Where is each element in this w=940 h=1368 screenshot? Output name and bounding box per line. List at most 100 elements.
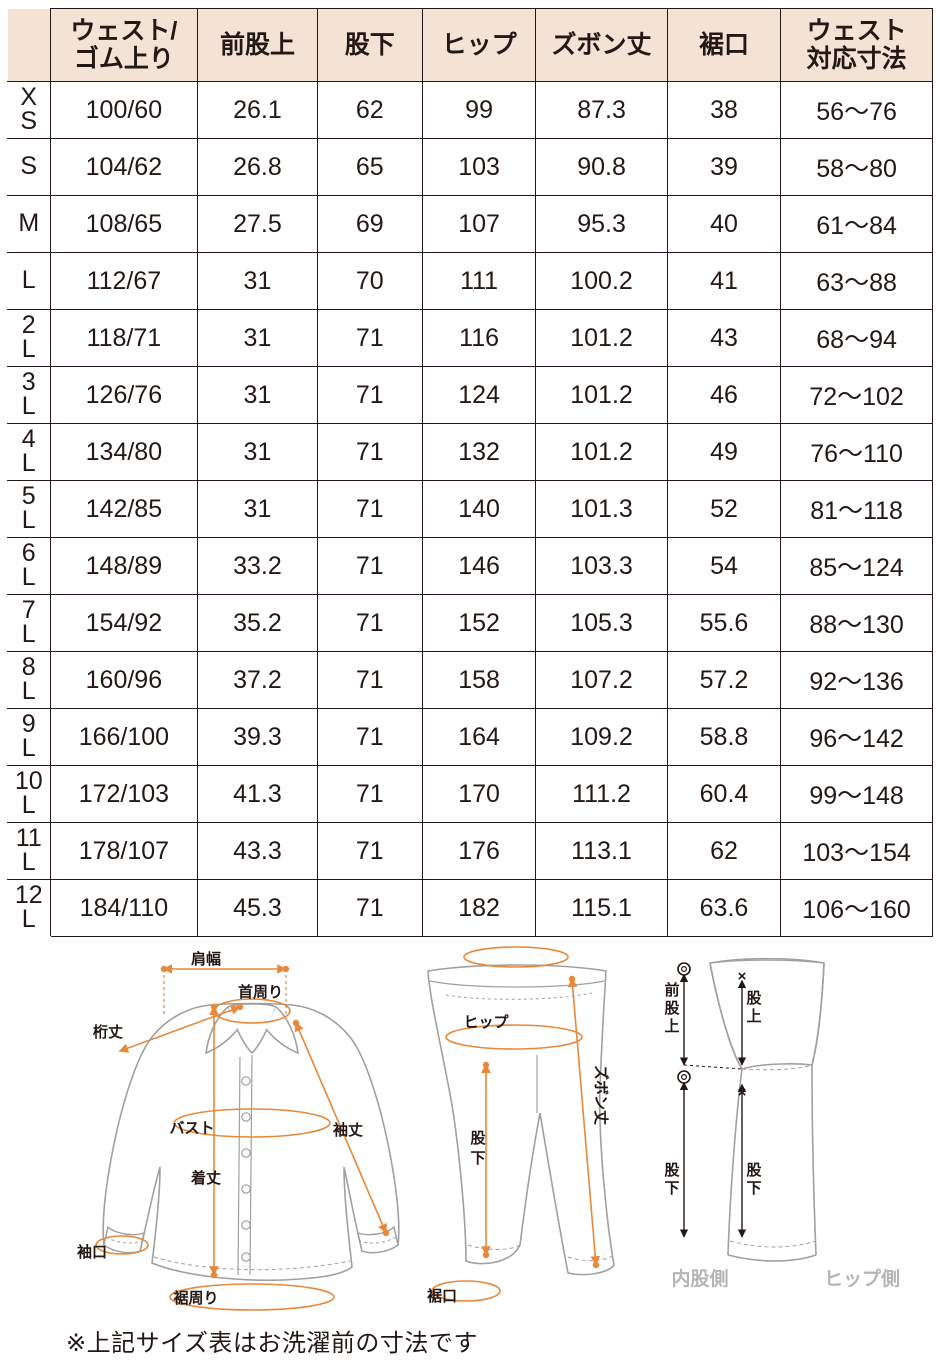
cell-front-rise: 31: [197, 366, 318, 424]
rise-labels: 前 股 上 股 上 股 下 股 下 内股側 ヒップ側: [664, 981, 900, 1290]
cell-waist-fit: 96〜142: [780, 708, 933, 766]
table-row: 9 L 166/100 39.3 71 164 109.2 58.8 96〜14…: [7, 708, 933, 766]
cell-waist: 148/89: [49, 537, 199, 595]
cell-inseam: 71: [316, 708, 423, 766]
cell-pants-length: 101.3: [535, 480, 668, 538]
cell-hip: 116: [421, 309, 537, 367]
cell-front-rise: 45.3: [197, 879, 318, 937]
cell-waist: 154/92: [49, 594, 199, 652]
cell-front-rise: 43.3: [197, 822, 318, 880]
cell-inseam: 71: [316, 594, 423, 652]
label-neck: 首周り: [238, 983, 283, 1001]
table-header-waist: ウェスト/ ゴム上り: [49, 8, 199, 82]
cell-front-rise: 39.3: [197, 708, 318, 766]
label-pants-hem: 裾口: [427, 1287, 457, 1305]
cell-pants-length: 100.2: [535, 252, 668, 310]
row-size: M: [7, 195, 51, 253]
table-header-row: ウェスト/ ゴム上り 前股上 股下 ヒップ ズボン丈 裾口 ウェスト 対応寸法: [7, 8, 933, 82]
row-size: 10 L: [7, 765, 51, 823]
cell-front-rise: 31: [197, 480, 318, 538]
table-header-corner: [7, 8, 51, 82]
table-header-hem: 裾口: [666, 8, 782, 82]
cell-hem: 49: [666, 423, 782, 481]
cell-inseam: 71: [316, 822, 423, 880]
cell-waist-fit: 85〜124: [780, 537, 933, 595]
label-yoke: 桁丈: [93, 1023, 123, 1041]
table-row: S 104/62 26.8 65 103 90.8 39 58〜80: [7, 138, 933, 196]
cell-waist-fit: 106〜160: [780, 879, 933, 937]
cell-inseam: 69: [316, 195, 423, 253]
cell-pants-length: 103.3: [535, 537, 668, 595]
cell-front-rise: 33.2: [197, 537, 318, 595]
table-body: X S 100/60 26.1 62 99 87.3 38 56〜76 S 10…: [7, 81, 933, 937]
table-row: 5 L 142/85 31 71 140 101.3 52 81〜118: [7, 480, 933, 538]
label-pants-hip: ヒップ: [463, 1014, 509, 1031]
cell-waist: 178/107: [49, 822, 199, 880]
row-size: 8 L: [7, 651, 51, 709]
cell-hem: 54: [666, 537, 782, 595]
cell-waist: 104/62: [49, 138, 199, 196]
label-cuff: 袖口: [77, 1243, 107, 1261]
cell-pants-length: 90.8: [535, 138, 668, 196]
row-size: 9 L: [7, 708, 51, 766]
rise-measure-lines: × ×: [677, 962, 747, 1238]
table-header-waist-line2: ゴム上り: [73, 45, 174, 73]
cell-front-rise: 26.1: [197, 81, 318, 139]
row-size: 12 L: [7, 879, 51, 937]
cell-pants-length: 87.3: [535, 81, 668, 139]
cell-waist-fit: 63〜88: [780, 252, 933, 310]
row-size: S: [7, 138, 51, 196]
cell-hem: 57.2: [666, 651, 782, 709]
row-size: 2 L: [7, 309, 51, 367]
cell-hip: 152: [421, 594, 537, 652]
label-body-length: 着丈: [190, 1169, 221, 1187]
cell-waist: 118/71: [49, 309, 199, 367]
table-header-waist-fit-line2: 対応寸法: [806, 45, 907, 73]
cell-hem: 60.4: [666, 765, 782, 823]
row-size: 5 L: [7, 480, 51, 538]
cell-waist-fit: 68〜94: [780, 309, 933, 367]
jacket-labels: 肩幅 首周り 桁丈 バスト 袖丈 着丈 袖口 裾周り: [77, 950, 363, 1307]
cell-hip: 140: [421, 480, 537, 538]
cell-waist: 142/85: [49, 480, 199, 538]
cell-pants-length: 101.2: [535, 423, 668, 481]
cell-waist: 172/103: [49, 765, 199, 823]
label-inseam-1: 股: [746, 1162, 762, 1179]
label-front-rise-3: 上: [664, 1018, 679, 1035]
table-row: X S 100/60 26.1 62 99 87.3 38 56〜76: [7, 81, 933, 139]
label-shoulder-width: 肩幅: [191, 950, 221, 968]
cell-front-rise: 27.5: [197, 195, 318, 253]
cell-hip: 124: [421, 366, 537, 424]
cell-pants-length: 111.2: [535, 765, 668, 823]
cell-inseam: 71: [316, 537, 423, 595]
cell-waist: 160/96: [49, 651, 199, 709]
cell-front-rise: 26.8: [197, 138, 318, 196]
row-size: 4 L: [7, 423, 51, 481]
table-row: 12 L 184/110 45.3 71 182 115.1 63.6 106〜…: [7, 879, 933, 937]
cell-inseam: 70: [316, 252, 423, 310]
label-front-rise-1: 前: [664, 981, 679, 999]
table-header-waist-line1: ウェスト/: [70, 17, 178, 45]
table-header-pants-length: ズボン丈: [535, 8, 668, 82]
row-size: 7 L: [7, 594, 51, 652]
cell-pants-length: 95.3: [535, 195, 668, 253]
table-row: M 108/65 27.5 69 107 95.3 40 61〜84: [7, 195, 933, 253]
wash-note: ※上記サイズ表はお洗濯前の寸法です: [66, 1330, 478, 1357]
cell-waist-fit: 99〜148: [780, 765, 933, 823]
table-head: ウェスト/ ゴム上り 前股上 股下 ヒップ ズボン丈 裾口 ウェスト 対応寸法: [7, 8, 933, 82]
label-pants-inseam-2: 下: [470, 1150, 485, 1167]
table-header-inseam: 股下: [316, 8, 423, 82]
cross-mark-inseam: ×: [738, 1084, 747, 1101]
cell-hip: 146: [421, 537, 537, 595]
cell-pants-length: 107.2: [535, 651, 668, 709]
row-size: 11 L: [7, 822, 51, 880]
label-inseam-2: 下: [746, 1180, 761, 1197]
row-size: 3 L: [7, 366, 51, 424]
cell-hip: 111: [421, 252, 537, 310]
row-size: 6 L: [7, 537, 51, 595]
cell-hip: 170: [421, 765, 537, 823]
cell-waist: 108/65: [49, 195, 199, 253]
cell-pants-length: 101.2: [535, 309, 668, 367]
pants-labels: ウェスト ヒップ 股 下 ズボン丈 裾口: [427, 945, 610, 1305]
cell-inseam: 71: [316, 366, 423, 424]
